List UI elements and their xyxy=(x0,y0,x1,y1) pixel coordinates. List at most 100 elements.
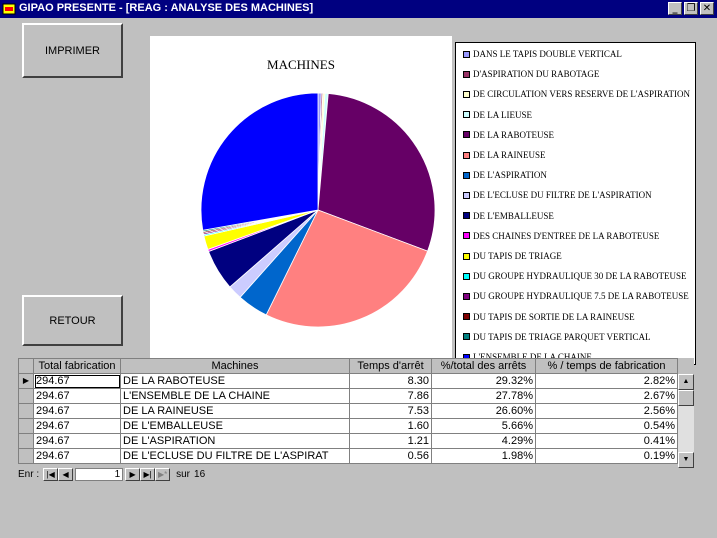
title-bar: GIPAO PRESENTE - [REAG : ANALYSE DES MAC… xyxy=(0,0,717,18)
legend-item: DE LA RAINEUSE xyxy=(463,148,546,162)
legend-label: DE LA RABOTEUSE xyxy=(473,129,554,140)
legend-label: D'ASPIRATION DU RABOTAGE xyxy=(473,69,600,80)
column-header[interactable]: Machines xyxy=(120,358,350,374)
table-cell[interactable]: 1.98% xyxy=(431,448,536,464)
data-grid: Total fabrication Machines Temps d'arrêt… xyxy=(18,358,694,468)
column-header[interactable]: Temps d'arrêt xyxy=(349,358,432,374)
row-selector[interactable] xyxy=(18,448,34,464)
legend-label: DES CHAINES D'ENTREE DE LA RABOTEUSE xyxy=(473,230,660,241)
table-row[interactable]: 294.67 L'ENSEMBLE DE LA CHAINE 7.86 27.78% 2… xyxy=(18,388,678,404)
legend-label: DE L'EMBALLEUSE xyxy=(473,210,554,221)
legend-swatch xyxy=(463,272,470,280)
close-button[interactable]: ✕ xyxy=(700,2,714,15)
vertical-scrollbar[interactable]: ▲ ▼ xyxy=(678,374,694,468)
pie-slice xyxy=(265,209,429,328)
table-cell[interactable]: DE L'ECLUSE DU FILTRE DE L'ASPIRAT xyxy=(120,448,350,464)
column-header[interactable]: Total fabrication xyxy=(33,358,121,374)
legend-label: DE LA RAINEUSE xyxy=(473,150,546,160)
table-row[interactable]: 294.67 DE L'ASPIRATION 1.21 4.29% 0.41% xyxy=(18,433,678,449)
legend-swatch xyxy=(463,70,470,78)
legend-swatch xyxy=(463,292,470,300)
column-header[interactable]: % / temps de fabrication xyxy=(535,358,678,374)
table-cell[interactable]: 294.67 xyxy=(33,448,121,464)
legend-label: DE L'ASPIRATION xyxy=(473,170,547,181)
legend-item: DU TAPIS DE TRIAGE xyxy=(463,249,562,263)
row-selector[interactable] xyxy=(18,388,34,404)
legend-label: DE LA LIEUSE xyxy=(473,109,532,120)
column-header[interactable]: %/total des arrêts xyxy=(431,358,536,374)
current-record-field[interactable]: 1 xyxy=(75,467,124,481)
table-cell[interactable]: 294.67 xyxy=(33,373,121,389)
table-row[interactable]: 294.67 DE LA RAINEUSE 7.53 26.60% 2.56% xyxy=(18,403,678,419)
legend-swatch xyxy=(463,232,470,240)
minimize-button[interactable]: _ xyxy=(668,2,682,15)
legend-item: DES CHAINES D'ENTREE DE LA RABOTEUSE xyxy=(463,229,659,243)
pie-slice xyxy=(200,92,319,231)
legend-swatch xyxy=(463,50,470,58)
table-row[interactable]: 294.67 DE L'ECLUSE DU FILTRE DE L'ASPIRAT… xyxy=(18,448,678,464)
table-cell[interactable]: 26.60% xyxy=(431,403,536,419)
table-row[interactable]: 294.67 DE L'EMBALLEUSE 1.60 5.66% 0.54% xyxy=(18,418,678,434)
record-navigator: Enr : |◀ ◀ 1 ▶ ▶| ▶* sur 16 xyxy=(18,466,205,482)
table-cell[interactable]: 294.67 xyxy=(33,388,121,404)
table-cell[interactable]: 2.82% xyxy=(535,373,678,389)
table-cell[interactable]: 7.86 xyxy=(349,388,432,404)
table-cell[interactable]: 1.21 xyxy=(349,433,432,449)
row-selector[interactable]: ▶ xyxy=(18,373,34,389)
back-button[interactable]: RETOUR xyxy=(22,295,123,346)
table-cell[interactable]: 0.19% xyxy=(535,448,678,464)
table-cell[interactable]: 2.56% xyxy=(535,403,678,419)
table-cell[interactable]: 2.67% xyxy=(535,388,678,404)
record-total: 16 xyxy=(194,468,206,480)
row-selector[interactable] xyxy=(18,403,34,419)
new-record-button[interactable]: ▶* xyxy=(155,467,171,481)
table-row[interactable]: ▶ 294.67 DE LA RABOTEUSE 8.30 29.32% 2.82% xyxy=(18,373,678,389)
print-button[interactable]: IMPRIMER xyxy=(22,23,123,78)
first-record-button[interactable]: |◀ xyxy=(43,467,59,481)
scroll-up-button[interactable]: ▲ xyxy=(678,374,694,390)
table-cell[interactable]: 27.78% xyxy=(431,388,536,404)
row-selector[interactable] xyxy=(18,433,34,449)
last-record-button[interactable]: ▶| xyxy=(140,467,156,481)
legend-item: DE L'ASPIRATION xyxy=(463,168,547,182)
row-selector-header xyxy=(18,358,34,374)
of-label: sur xyxy=(176,468,191,480)
table-cell[interactable]: 29.32% xyxy=(431,373,536,389)
record-label: Enr : xyxy=(18,468,40,480)
legend-item: DU TAPIS DE SORTIE DE LA RAINEUSE xyxy=(463,310,635,324)
chart-area: MACHINES xyxy=(150,36,452,358)
table-cell[interactable]: 0.41% xyxy=(535,433,678,449)
table-cell[interactable]: 1.60 xyxy=(349,418,432,434)
table-cell[interactable]: DE LA RAINEUSE xyxy=(120,403,350,419)
table-cell[interactable]: L'ENSEMBLE DE LA CHAINE xyxy=(120,388,350,404)
table-cell[interactable]: 7.53 xyxy=(349,403,432,419)
table-cell[interactable]: 0.56 xyxy=(349,448,432,464)
row-selector[interactable] xyxy=(18,418,34,434)
legend-swatch xyxy=(463,131,470,139)
table-cell[interactable]: DE LA RABOTEUSE xyxy=(120,373,350,389)
legend-label: DU TAPIS DE TRIAGE xyxy=(473,251,562,261)
table-cell[interactable]: 8.30 xyxy=(349,373,432,389)
restore-button[interactable]: ❐ xyxy=(684,2,698,15)
table-cell[interactable]: 5.66% xyxy=(431,418,536,434)
table-cell[interactable]: DE L'ASPIRATION xyxy=(120,433,350,449)
next-record-button[interactable]: ▶ xyxy=(125,467,141,481)
app-icon xyxy=(2,3,16,15)
legend-swatch xyxy=(463,333,470,341)
table-cell[interactable]: 294.67 xyxy=(33,403,121,419)
previous-record-button[interactable]: ◀ xyxy=(58,467,74,481)
table-cell[interactable]: 4.29% xyxy=(431,433,536,449)
legend-item: DE L'EMBALLEUSE xyxy=(463,209,554,223)
scroll-down-button[interactable]: ▼ xyxy=(678,452,694,468)
legend-label: DU GROUPE HYDRAULIQUE 30 DE LA RABOTEUSE xyxy=(473,271,687,282)
table-cell[interactable]: 294.67 xyxy=(33,433,121,449)
legend-label: DANS LE TAPIS DOUBLE VERTICAL xyxy=(473,49,622,59)
legend-label: DU TAPIS DE TRIAGE PARQUET VERTICAL xyxy=(473,331,651,342)
table-cell[interactable]: 294.67 xyxy=(33,418,121,434)
legend-label: DU GROUPE HYDRAULIQUE 7.5 DE LA RABOTEUS… xyxy=(473,291,689,302)
chart-title: MACHINES xyxy=(267,57,335,72)
table-cell[interactable]: DE L'EMBALLEUSE xyxy=(120,418,350,434)
scroll-thumb[interactable] xyxy=(678,390,694,406)
legend-item: DU GROUPE HYDRAULIQUE 7.5 DE LA RABOTEUS… xyxy=(463,289,689,303)
table-cell[interactable]: 0.54% xyxy=(535,418,678,434)
